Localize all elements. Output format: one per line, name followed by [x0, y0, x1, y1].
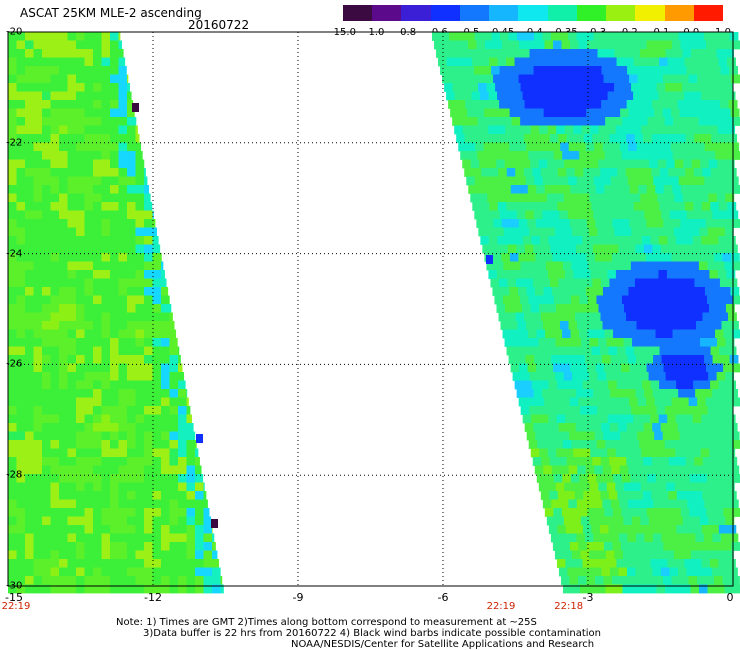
pass-time-label: 22:18	[554, 601, 584, 612]
colorbar-swatch	[664, 5, 695, 21]
contamination-speck	[132, 103, 139, 112]
contamination-speck	[486, 255, 493, 264]
longitude-label: -12	[144, 591, 162, 604]
colorbar-swatch	[401, 5, 432, 21]
note-line-2: 3)Data buffer is 22 hrs from 20160722 4)…	[143, 628, 601, 639]
latitude-label: -22	[6, 137, 23, 149]
map-title: ASCAT 25KM MLE-2 ascending	[20, 6, 202, 20]
right-swath	[432, 32, 740, 594]
contamination-speck	[196, 434, 203, 443]
longitude-label: -9	[292, 591, 304, 604]
colorbar-swatch	[430, 5, 461, 21]
colorbar-swatch	[489, 5, 519, 21]
colorbar	[343, 5, 724, 21]
map-frame	[7, 31, 734, 587]
left-swath	[8, 32, 224, 594]
note-line-3: NOAA/NESDIS/Center for Satellite Applica…	[291, 639, 595, 650]
colorbar-swatch	[343, 5, 373, 21]
colorbar-swatch	[576, 5, 607, 21]
contamination-speck	[211, 519, 218, 528]
colorbar-swatch	[606, 5, 636, 21]
latitude-label: -26	[6, 358, 23, 370]
map-date: 20160722	[188, 18, 250, 32]
latitude-label: -24	[6, 248, 23, 260]
latitude-label: -20	[6, 26, 23, 38]
longitude-label: -3	[582, 591, 594, 604]
latitude-label: -30	[6, 580, 23, 592]
colorbar-swatch	[518, 5, 549, 21]
colorbar-swatch	[459, 5, 490, 21]
longitude-label: -15	[5, 591, 23, 604]
longitude-label: -6	[437, 591, 449, 604]
note-line-1: Note: 1) Times are GMT 2)Times along bot…	[116, 617, 537, 628]
pass-time-label: 22:19	[1, 601, 31, 612]
latitude-label: -28	[6, 469, 23, 481]
longitude-label: 0	[726, 591, 734, 604]
colorbar-swatch	[547, 5, 578, 21]
colorbar-swatch	[693, 5, 724, 21]
colorbar-swatch	[372, 5, 402, 21]
pass-time-label: 22:19	[486, 601, 516, 612]
colorbar-swatch	[635, 5, 666, 21]
